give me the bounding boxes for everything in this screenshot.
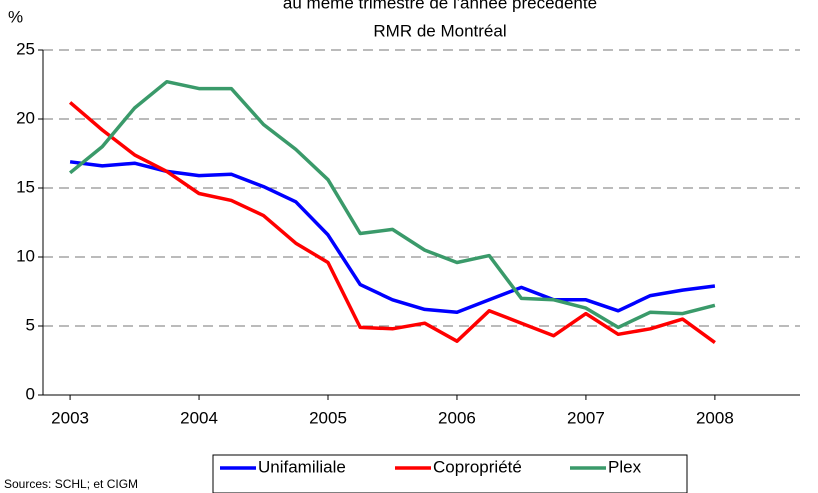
y-tick-label: 20 xyxy=(16,108,35,127)
x-tick-label: 2008 xyxy=(696,408,734,427)
series-line xyxy=(68,79,716,330)
x-tick-label: 2007 xyxy=(567,408,605,427)
chart-title: au même trimestre de l'année précédente xyxy=(283,0,597,12)
x-tick-label: 2005 xyxy=(309,408,347,427)
y-tick-label: 0 xyxy=(26,384,35,403)
series-line xyxy=(68,101,716,345)
series-line xyxy=(69,160,716,314)
y-tick-label: 25 xyxy=(16,39,35,58)
legend-box xyxy=(212,454,688,493)
legend-label: Copropriété xyxy=(433,457,522,476)
legend-label: Unifamiliale xyxy=(258,457,346,476)
source-note: Sources: SCHL; et CIGM xyxy=(4,477,138,491)
legend-label: Plex xyxy=(608,457,642,476)
x-tick-label: 2003 xyxy=(51,408,89,427)
y-tick-label: 10 xyxy=(16,246,35,265)
x-tick-label: 2006 xyxy=(438,408,476,427)
x-tick-label: 2004 xyxy=(180,408,218,427)
chart-subtitle: RMR de Montréal xyxy=(373,21,506,40)
y-axis-label: % xyxy=(8,7,23,26)
y-tick-label: 5 xyxy=(26,315,35,334)
y-tick-label: 15 xyxy=(16,177,35,196)
